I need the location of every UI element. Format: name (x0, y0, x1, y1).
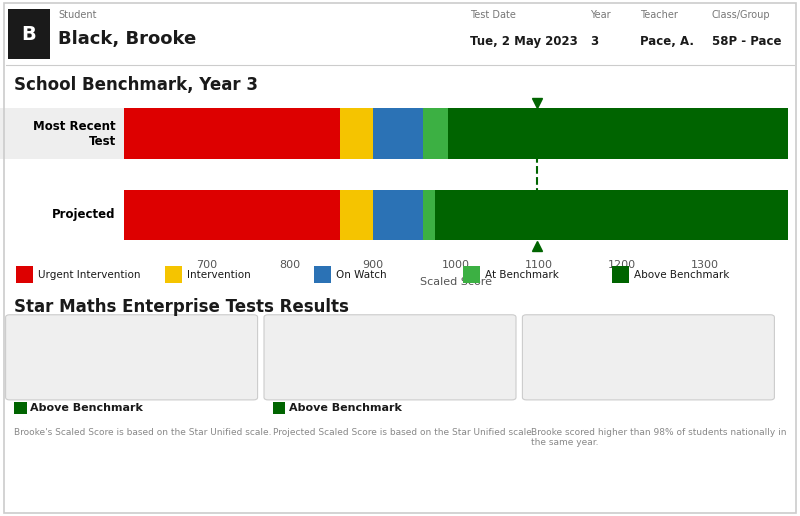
FancyBboxPatch shape (0, 108, 124, 159)
Bar (165, 266, 182, 283)
Bar (612, 266, 629, 283)
Text: Above Benchmark: Above Benchmark (289, 403, 402, 413)
Text: B: B (22, 25, 36, 43)
Text: SS: SS (22, 326, 45, 344)
Bar (340, 108, 373, 159)
Bar (273, 401, 285, 414)
Bar (340, 189, 373, 240)
Text: 58P - Pace: 58P - Pace (712, 35, 782, 47)
Bar (14, 401, 26, 414)
Text: Black, Brooke: Black, Brooke (58, 30, 196, 48)
Text: (for 31/07/2023): (for 31/07/2023) (280, 349, 372, 359)
Bar (124, 108, 340, 159)
Text: Projected Scaled Score is based on the Star Unified scale.: Projected Scaled Score is based on the S… (273, 428, 534, 437)
Bar (423, 189, 435, 240)
Text: Teacher: Teacher (640, 10, 678, 20)
Bar (124, 189, 340, 240)
Text: (Percentile Rank): (Percentile Rank) (538, 349, 634, 359)
FancyBboxPatch shape (658, 323, 775, 390)
Bar (373, 108, 423, 159)
Text: School Benchmark, Year 3: School Benchmark, Year 3 (14, 76, 258, 94)
Text: (Scaled Score): (Scaled Score) (22, 349, 102, 359)
Bar (435, 189, 788, 240)
Text: 1097: 1097 (168, 342, 234, 366)
Text: Above Benchmark: Above Benchmark (30, 403, 143, 413)
Text: Student: Student (58, 10, 97, 20)
Bar (448, 108, 788, 159)
FancyBboxPatch shape (8, 9, 50, 59)
Text: Class/Group: Class/Group (712, 10, 770, 20)
Text: Star Maths Enterprise Tests Results: Star Maths Enterprise Tests Results (14, 298, 350, 316)
Bar (314, 266, 331, 283)
Text: 1097: 1097 (426, 342, 493, 366)
Bar (373, 189, 423, 240)
Text: At Benchmark: At Benchmark (485, 270, 558, 280)
Text: Above Benchmark: Above Benchmark (634, 270, 729, 280)
Text: 98: 98 (698, 340, 738, 368)
Text: Projected SS: Projected SS (280, 326, 399, 344)
Text: Urgent Intervention: Urgent Intervention (38, 270, 140, 280)
FancyBboxPatch shape (400, 323, 517, 390)
Text: 3: 3 (590, 35, 598, 47)
Text: Brooke scored higher than 98% of students nationally in the same year.: Brooke scored higher than 98% of student… (531, 428, 786, 447)
Text: Year: Year (590, 10, 610, 20)
Text: Test Date: Test Date (470, 10, 516, 20)
FancyBboxPatch shape (142, 323, 258, 390)
Bar (462, 266, 480, 283)
Bar (423, 108, 448, 159)
Text: Tue, 2 May 2023: Tue, 2 May 2023 (470, 35, 578, 47)
Text: Intervention: Intervention (186, 270, 250, 280)
Bar (16, 266, 33, 283)
Text: PR: PR (538, 326, 563, 344)
Text: Pace, A.: Pace, A. (640, 35, 694, 47)
X-axis label: Scaled Score: Scaled Score (420, 277, 492, 286)
Text: On Watch: On Watch (336, 270, 386, 280)
Text: Brooke's Scaled Score is based on the Star Unified scale.: Brooke's Scaled Score is based on the St… (14, 428, 272, 437)
